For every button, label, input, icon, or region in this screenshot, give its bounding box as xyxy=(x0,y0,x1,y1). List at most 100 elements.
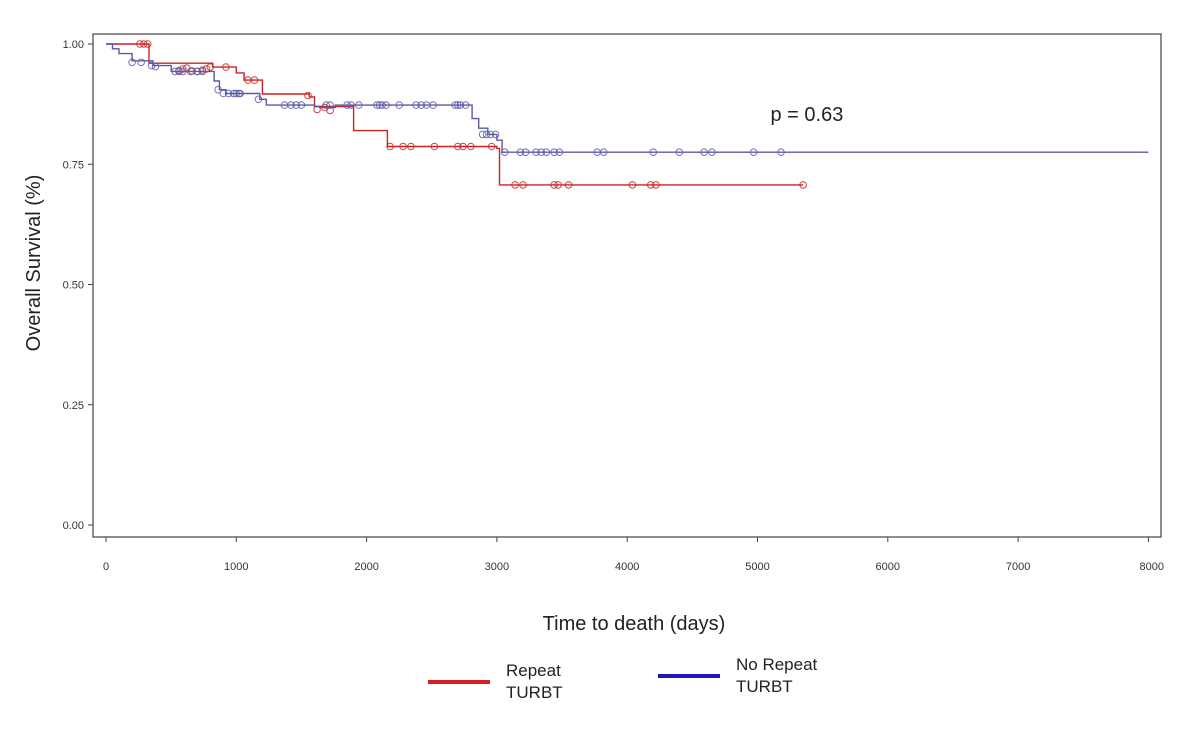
censor-mark-no-repeat xyxy=(500,148,509,156)
y-tick-label: 0.50 xyxy=(63,280,84,292)
censor-mark-repeat xyxy=(304,91,312,100)
legend-swatch-no-repeat xyxy=(658,674,720,678)
survival-line-no-repeat xyxy=(106,43,1149,153)
x-tick-label: 3000 xyxy=(485,561,509,573)
censor-mark-no-repeat xyxy=(147,61,156,70)
censor-mark-repeat xyxy=(202,65,211,73)
y-tick-label: 0.75 xyxy=(63,159,84,171)
censor-mark-no-repeat xyxy=(219,89,228,98)
censor-mark-repeat xyxy=(179,65,187,73)
censor-mark-no-repeat xyxy=(224,89,233,98)
censor-mark-no-repeat xyxy=(555,148,564,156)
censor-mark-no-repeat xyxy=(322,101,331,109)
censor-mark-no-repeat xyxy=(542,148,551,156)
y-axis-title: Overall Survival (%) xyxy=(23,175,45,352)
censor-mark-no-repeat xyxy=(214,85,222,94)
censor-mark-repeat xyxy=(511,181,519,189)
censor-mark-no-repeat xyxy=(412,101,420,109)
legend-label-no-repeat: No Repeat TURBT xyxy=(736,654,846,698)
legend-label-repeat-line1: Repeat xyxy=(506,661,561,680)
censor-mark-no-repeat xyxy=(179,67,187,76)
censor-mark-no-repeat xyxy=(417,101,426,109)
y-tick-label: 0.25 xyxy=(63,400,84,412)
censor-mark-repeat xyxy=(487,142,496,151)
y-axis: 0.00 0.25 0.50 0.75 1.00 xyxy=(63,39,93,532)
censor-mark-no-repeat xyxy=(198,67,207,76)
censor-mark-no-repeat xyxy=(151,62,160,71)
censor-mark-repeat xyxy=(519,181,527,189)
censor-mark-no-repeat xyxy=(175,67,183,76)
censor-mark-no-repeat xyxy=(491,130,500,139)
censor-mark-no-repeat xyxy=(373,101,381,109)
censor-mark-repeat xyxy=(564,181,573,189)
censor-mark-no-repeat xyxy=(326,101,334,109)
legend-label-no-repeat-line2: TURBT xyxy=(736,677,793,696)
censor-mark-repeat xyxy=(799,181,807,189)
censor-mark-no-repeat xyxy=(193,67,201,76)
legend-label-no-repeat-line1: No Repeat xyxy=(736,655,818,674)
x-tick-label: 0 xyxy=(103,561,109,573)
censor-mark-no-repeat xyxy=(236,89,244,98)
censor-mark-no-repeat xyxy=(171,67,179,76)
legend-swatch-repeat xyxy=(428,680,490,684)
x-tick-label: 1000 xyxy=(224,561,248,573)
censor-mark-no-repeat xyxy=(521,148,530,156)
y-tick-label: 1.00 xyxy=(63,39,84,51)
x-tick-label: 7000 xyxy=(1006,561,1030,573)
x-tick-label: 6000 xyxy=(876,561,900,573)
censor-mark-no-repeat xyxy=(451,101,460,109)
censor-mark-no-repeat xyxy=(395,101,404,109)
censor-mark-repeat xyxy=(407,142,415,151)
censor-mark-no-repeat xyxy=(700,148,708,156)
censor-mark-no-repeat xyxy=(537,148,546,156)
censor-mark-repeat xyxy=(454,142,462,151)
x-axis: 0 1000 2000 3000 4000 5000 6000 7000 8000 xyxy=(103,537,1164,573)
legend: Repeat TURBT No Repeat TURBT xyxy=(428,655,888,720)
censor-mark-no-repeat xyxy=(461,101,470,109)
censor-mark-repeat xyxy=(467,142,475,151)
censor-mark-repeat xyxy=(222,63,230,71)
legend-item-no-repeat: No Repeat TURBT xyxy=(658,654,846,698)
censor-mark-repeat xyxy=(628,181,637,189)
censor-mark-no-repeat xyxy=(550,148,559,156)
censor-mark-no-repeat xyxy=(749,148,758,156)
censor-mark-no-repeat xyxy=(486,130,495,139)
censor-mark-repeat xyxy=(646,181,655,189)
censor-mark-no-repeat xyxy=(343,101,351,109)
legend-label-repeat: Repeat TURBT xyxy=(506,660,616,704)
x-axis-title: Time to death (days) xyxy=(543,613,726,635)
legend-label-repeat-line2: TURBT xyxy=(506,683,563,702)
censor-mark-no-repeat xyxy=(456,101,465,109)
censor-mark-repeat xyxy=(140,40,148,48)
x-tick-label: 5000 xyxy=(745,561,769,573)
censor-mark-no-repeat xyxy=(429,101,437,109)
censor-mark-no-repeat xyxy=(516,148,525,156)
censor-mark-repeat xyxy=(459,142,467,151)
series-layer xyxy=(106,40,1149,189)
censor-mark-no-repeat xyxy=(137,58,145,67)
censor-mark-no-repeat xyxy=(292,101,301,109)
censor-mark-repeat xyxy=(430,142,439,151)
y-tick-label: 0.00 xyxy=(63,520,84,532)
censor-mark-repeat xyxy=(386,142,394,151)
censor-mark-repeat xyxy=(206,63,214,71)
legend-item-repeat: Repeat TURBT xyxy=(428,660,616,704)
censor-mark-no-repeat xyxy=(599,148,608,156)
censor-mark-repeat xyxy=(250,76,259,84)
x-tick-label: 8000 xyxy=(1140,561,1164,573)
censor-mark-no-repeat xyxy=(254,95,263,104)
censor-mark-no-repeat xyxy=(287,101,295,109)
survival-line-repeat xyxy=(106,43,804,186)
censor-mark-no-repeat xyxy=(478,130,487,139)
x-tick-label: 2000 xyxy=(354,561,378,573)
censor-mark-no-repeat xyxy=(532,148,540,156)
censor-mark-no-repeat xyxy=(482,130,491,139)
censor-mark-no-repeat xyxy=(347,101,355,109)
censor-mark-no-repeat xyxy=(128,58,136,67)
censor-mark-repeat xyxy=(652,181,660,189)
censor-mark-repeat xyxy=(143,40,152,48)
censor-mark-repeat xyxy=(550,181,559,189)
plot-panel xyxy=(92,33,1162,538)
censor-mark-no-repeat xyxy=(777,148,785,156)
